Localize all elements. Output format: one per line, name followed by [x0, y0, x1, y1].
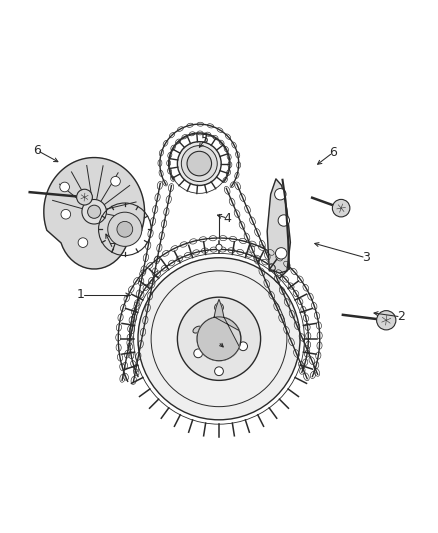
Circle shape	[108, 212, 142, 246]
Circle shape	[88, 205, 101, 219]
Polygon shape	[44, 158, 145, 269]
Circle shape	[239, 342, 247, 351]
Circle shape	[181, 146, 217, 182]
Circle shape	[216, 244, 222, 251]
Circle shape	[61, 209, 71, 219]
Text: 3: 3	[362, 251, 370, 264]
Circle shape	[177, 142, 221, 185]
Circle shape	[111, 176, 120, 186]
Circle shape	[187, 151, 212, 176]
Circle shape	[78, 238, 88, 247]
Circle shape	[117, 221, 133, 237]
Circle shape	[377, 311, 396, 330]
Polygon shape	[197, 300, 239, 361]
Circle shape	[197, 317, 241, 361]
Text: 6: 6	[33, 144, 41, 157]
Circle shape	[215, 303, 223, 312]
Text: 1: 1	[77, 288, 85, 302]
Text: 5: 5	[201, 133, 209, 146]
Circle shape	[194, 349, 202, 358]
Text: 4: 4	[224, 212, 232, 225]
Circle shape	[332, 199, 350, 217]
Circle shape	[138, 258, 300, 420]
Polygon shape	[267, 179, 290, 273]
Circle shape	[177, 297, 261, 381]
Text: 6: 6	[329, 146, 337, 159]
Text: 7: 7	[109, 243, 117, 255]
Circle shape	[82, 199, 106, 224]
Text: 2: 2	[397, 310, 405, 324]
Circle shape	[275, 189, 286, 200]
Circle shape	[276, 248, 287, 259]
Circle shape	[215, 367, 223, 376]
Circle shape	[278, 215, 290, 226]
Circle shape	[77, 189, 92, 205]
Circle shape	[60, 182, 70, 192]
Ellipse shape	[193, 326, 202, 333]
